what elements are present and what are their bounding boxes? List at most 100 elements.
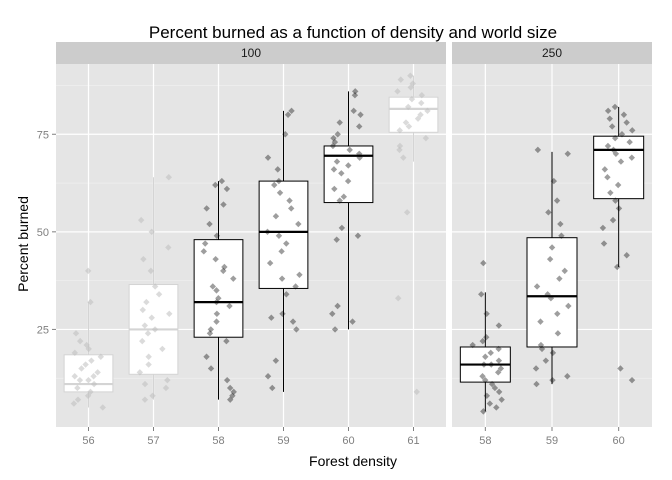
data-point [330, 166, 338, 173]
data-point [408, 95, 416, 103]
x-tick-label: 60 [342, 435, 354, 447]
box-body [526, 237, 578, 348]
data-point [549, 349, 557, 357]
data-point [329, 310, 336, 318]
data-point [354, 232, 362, 239]
data-point [629, 127, 636, 134]
data-point [424, 107, 431, 115]
data-point [276, 189, 284, 197]
data-point [213, 310, 221, 318]
data-point [537, 341, 545, 349]
data-point [274, 166, 281, 173]
data-point [99, 404, 106, 411]
data-point [564, 150, 571, 157]
data-point [620, 111, 628, 118]
data-point [396, 127, 403, 134]
data-point [403, 209, 411, 216]
data-point [331, 138, 339, 146]
data-point [141, 380, 149, 388]
data-point [614, 181, 622, 189]
data-point [203, 353, 210, 360]
data-point [83, 341, 90, 349]
data-point [97, 353, 105, 360]
data-point [139, 337, 146, 345]
data-point [70, 400, 78, 407]
data-point [264, 228, 271, 236]
data-point [561, 267, 568, 275]
data-point [495, 345, 502, 353]
x-tick-label: 61 [407, 435, 419, 447]
data-point [264, 154, 272, 161]
data-point [356, 150, 363, 157]
data-point [220, 201, 227, 208]
data-point [278, 275, 286, 282]
data-point [289, 318, 297, 325]
data-point [417, 111, 424, 118]
data-point [396, 146, 403, 154]
data-point [357, 111, 364, 118]
data-point [554, 310, 561, 318]
box-100-56 [63, 267, 114, 411]
data-point [137, 216, 145, 224]
data-point [497, 365, 505, 372]
data-point [283, 291, 290, 298]
data-point [139, 306, 146, 314]
data-point [495, 388, 503, 396]
data-point [607, 189, 614, 197]
box-body [193, 239, 244, 338]
data-point [296, 271, 303, 278]
data-point [143, 298, 150, 306]
data-point [82, 361, 89, 368]
data-point [266, 259, 274, 267]
data-point [229, 392, 236, 399]
data-point [604, 107, 612, 115]
data-point [623, 119, 630, 126]
data-point [498, 396, 505, 403]
box-100-58 [193, 177, 244, 403]
data-point [600, 240, 608, 247]
data-point [140, 255, 147, 263]
data-point [84, 392, 92, 399]
data-point [272, 213, 280, 220]
data-point [74, 384, 81, 392]
data-point [226, 302, 233, 310]
data-point [164, 376, 171, 384]
data-point [141, 322, 149, 329]
data-point [88, 357, 95, 364]
data-point [395, 294, 402, 302]
box-250-59 [526, 146, 578, 388]
data-point [397, 76, 404, 83]
data-point [400, 154, 407, 161]
data-point [610, 146, 617, 154]
data-point [494, 369, 502, 376]
data-point [422, 134, 430, 142]
data-point [220, 267, 227, 275]
box-250-60 [593, 103, 645, 384]
facet-panels: 100 56 57 58 59 60 61 250 58 59 60 25 50 75 [37, 42, 652, 447]
data-point [213, 318, 220, 325]
y-tick-label: 75 [37, 129, 49, 141]
data-point [495, 322, 503, 329]
data-point [407, 72, 414, 79]
data-point [482, 353, 489, 360]
data-point [615, 205, 623, 212]
box-body [323, 145, 374, 204]
data-point [532, 365, 540, 372]
data-point [418, 92, 426, 99]
data-point [545, 209, 552, 216]
data-point [333, 158, 341, 165]
data-point [213, 287, 220, 294]
data-point [334, 302, 341, 310]
data-point [554, 330, 562, 337]
data-point [394, 88, 401, 95]
data-point [206, 330, 214, 337]
data-point [564, 373, 571, 380]
data-point [206, 220, 213, 228]
data-point [275, 232, 283, 239]
data-point [483, 310, 490, 318]
data-point [149, 392, 156, 399]
data-point [356, 123, 363, 130]
facet-strip [452, 42, 652, 64]
facet-strip-label: 100 [241, 46, 261, 60]
